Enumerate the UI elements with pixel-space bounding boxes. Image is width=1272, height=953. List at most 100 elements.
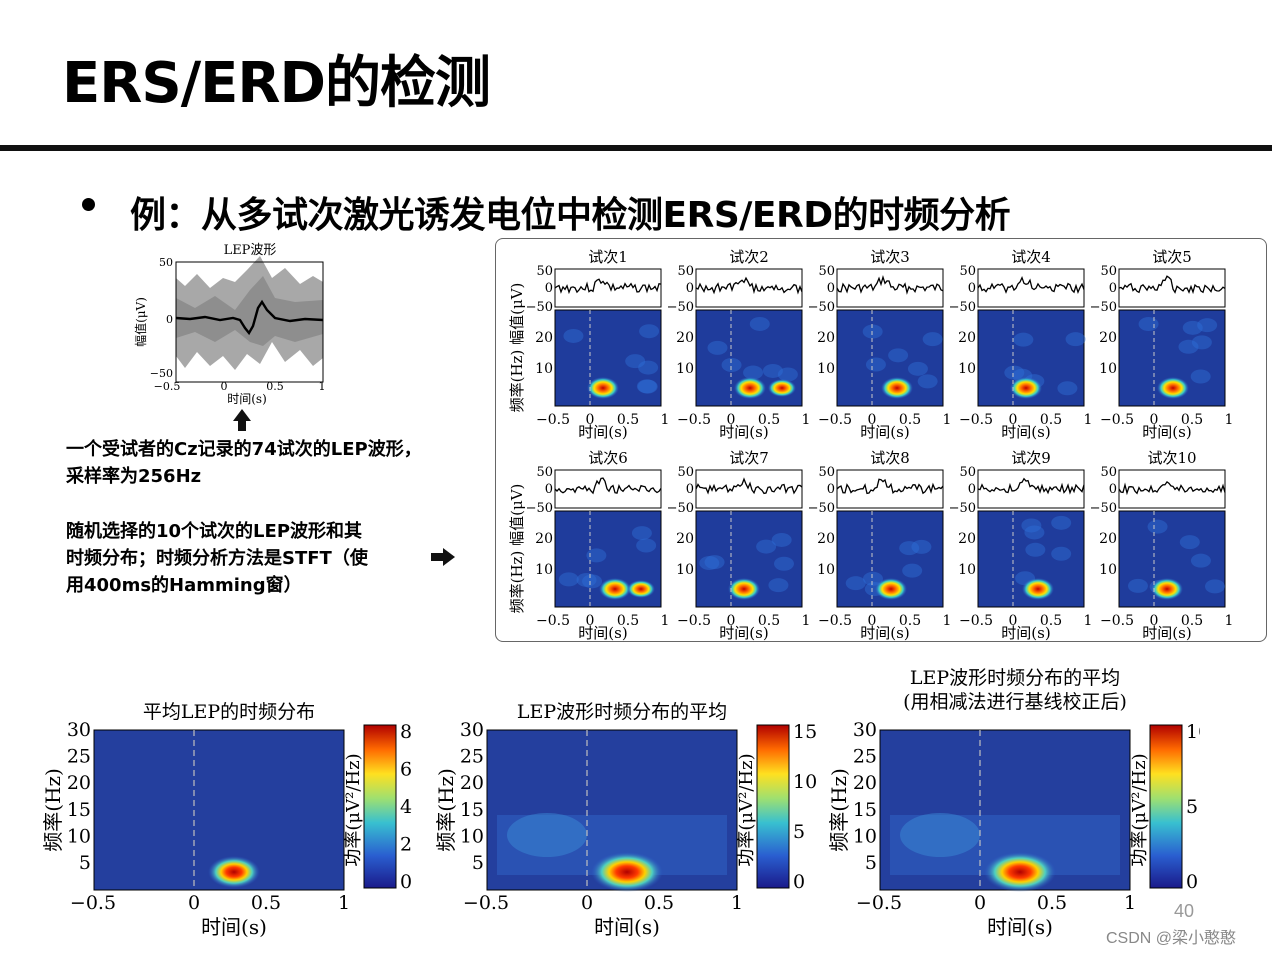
trial-xtick: 0 — [1009, 613, 1018, 629]
amp-ytick-0: 0 — [827, 281, 835, 296]
avg-ytick: 20 — [67, 772, 91, 794]
freq-ytick-20: 20 — [1099, 531, 1117, 547]
trial-xtick: −0.5 — [818, 412, 852, 428]
avg-ytick: 5 — [472, 852, 484, 874]
amp-ytick-50: 50 — [677, 465, 694, 480]
slide-title: ERS/ERD的检测 — [62, 51, 491, 116]
amp-ytick-50: 50 — [1100, 465, 1117, 480]
amp-ytick-neg50: −50 — [526, 501, 553, 516]
trial-waveform — [1118, 480, 1226, 496]
colorbar-tick: 15 — [793, 721, 817, 743]
lep-xtick-0: −0.5 — [154, 380, 181, 393]
amp-ytick-0: 0 — [1109, 281, 1117, 296]
trial-xlabel: 时间(s) — [1001, 624, 1050, 642]
trial-xtick: −0.5 — [959, 412, 993, 428]
trial-xtick: 0.5 — [1040, 412, 1062, 428]
trial-xtick: −0.5 — [536, 412, 570, 428]
colorbar-tick: 5 — [1186, 796, 1198, 818]
trial-xlabel: 时间(s) — [1142, 624, 1191, 642]
colorbar-label: 功率(μV²/Hz) — [1129, 753, 1150, 866]
freq-ytick-10: 10 — [676, 361, 694, 377]
avg-ylabel: 频率(Hz) — [827, 768, 851, 852]
trial-waveform — [695, 477, 803, 495]
amp-ytick-50: 50 — [1100, 264, 1117, 279]
arrow-up-stem — [238, 420, 246, 431]
avg-xlabel: 时间(s) — [987, 915, 1053, 939]
trial-xtick: −0.5 — [959, 613, 993, 629]
amp-ytick-neg50: −50 — [808, 501, 835, 516]
colorbar-tick: 10 — [1186, 721, 1200, 743]
trial-hotspot — [728, 578, 760, 600]
trial-title: 试次5 — [1152, 248, 1192, 266]
avg-ytick: 10 — [460, 825, 484, 847]
trial-waveform — [554, 278, 662, 295]
trial-waveform — [695, 276, 803, 295]
note-lep-description: 一个受试者的Cz记录的74试次的LEP波形， 采样率为256Hz — [66, 436, 422, 490]
freq-ytick-20: 20 — [1099, 330, 1117, 346]
avg-ytick: 5 — [865, 852, 877, 874]
trial-xtick: 0.5 — [899, 412, 921, 428]
note2-line3: 用400ms的Hamming窗） — [66, 575, 302, 596]
trial-xtick: −0.5 — [677, 412, 711, 428]
amp-ytick-0: 0 — [686, 281, 694, 296]
avg-ytick: 30 — [67, 719, 91, 741]
freq-ytick-10: 10 — [958, 361, 976, 377]
trial-hotspot — [599, 578, 631, 600]
trial-xlabel: 时间(s) — [1142, 423, 1191, 441]
trial-xtick: 1 — [1225, 613, 1234, 629]
avg-ytick: 5 — [79, 852, 91, 874]
freq-ytick-10: 10 — [676, 562, 694, 578]
trial-hotspot — [881, 377, 913, 399]
avg-hotspot — [984, 852, 1056, 892]
avg-ytick: 15 — [67, 799, 91, 821]
trial-title: 试次6 — [588, 449, 628, 467]
lep-waveform-plot: LEP波形 50 0 −50 −0.5 0 0.5 1 时间(s) 幅值(μV) — [133, 243, 326, 406]
trial-waveform — [977, 275, 1085, 294]
freq-ytick-10: 10 — [817, 562, 835, 578]
trial-xtick: 1 — [943, 613, 952, 629]
trial-xtick: 1 — [802, 613, 811, 629]
avg-ytick: 25 — [460, 746, 484, 768]
freq-ytick-20: 20 — [958, 330, 976, 346]
trial-xtick: 0 — [868, 412, 877, 428]
note2-line2: 时频分布；时频分析方法是STFT（使 — [66, 548, 368, 569]
lep-xlabel: 时间(s) — [227, 392, 267, 406]
colorbar — [363, 724, 397, 889]
lep-ytick-neg50: −50 — [150, 367, 173, 380]
trial-xtick: 1 — [1084, 412, 1093, 428]
trial-panel-4: 试次4 50 0 −50 20 10 −0.5 0 0.5 1 时间(s) — [949, 248, 1093, 441]
colorbar-tick: 0 — [400, 871, 412, 893]
avg-xlabel: 时间(s) — [594, 915, 660, 939]
avg-map-3: LEP波形时频分布的平均(用相减法进行基线校正后)30252015105−0.5… — [827, 667, 1200, 939]
avg-xtick: −0.5 — [70, 892, 116, 914]
colorbar-tick: 0 — [1186, 871, 1198, 893]
trial-xtick: 1 — [1084, 613, 1093, 629]
avg-ytick: 15 — [460, 799, 484, 821]
trial-hotspot — [1022, 578, 1054, 600]
freq-ytick-20: 20 — [817, 330, 835, 346]
note1-line2: 采样率为256Hz — [66, 466, 202, 487]
row-ylabel: 频率(Hz) 幅值(μV) — [508, 283, 526, 413]
colorbar-tick: 0 — [793, 871, 805, 893]
colorbar-tick: 6 — [400, 759, 412, 781]
lep-xtick-3: 1 — [319, 380, 326, 393]
colorbar — [1149, 724, 1183, 889]
avg-map-title: 平均LEP的时频分布 — [143, 701, 315, 723]
avg-xtick: 1 — [731, 892, 743, 914]
freq-ytick-20: 20 — [817, 531, 835, 547]
avg-xtick: 1 — [338, 892, 350, 914]
note-trials-description: 随机选择的10个试次的LEP波形和其 时频分布；时频分析方法是STFT（使 用4… — [66, 518, 368, 599]
trial-panel-6: 试次6 50 0 −50 20 10 −0.5 0 0.5 1 时间(s) — [526, 449, 670, 642]
trial-hotspot — [1010, 377, 1042, 399]
colorbar-tick: 10 — [793, 771, 817, 793]
trial-xtick: 0.5 — [758, 412, 780, 428]
trial-xtick: 0.5 — [758, 613, 780, 629]
lep-xtick-2: 0.5 — [266, 380, 284, 393]
trial-panel-5: 试次5 50 0 −50 20 10 −0.5 0 0.5 1 时间(s) — [1090, 248, 1234, 441]
trial-hotspot — [1157, 377, 1189, 399]
trial-hotspot — [875, 578, 907, 600]
freq-ytick-20: 20 — [535, 531, 553, 547]
freq-ytick-20: 20 — [676, 531, 694, 547]
